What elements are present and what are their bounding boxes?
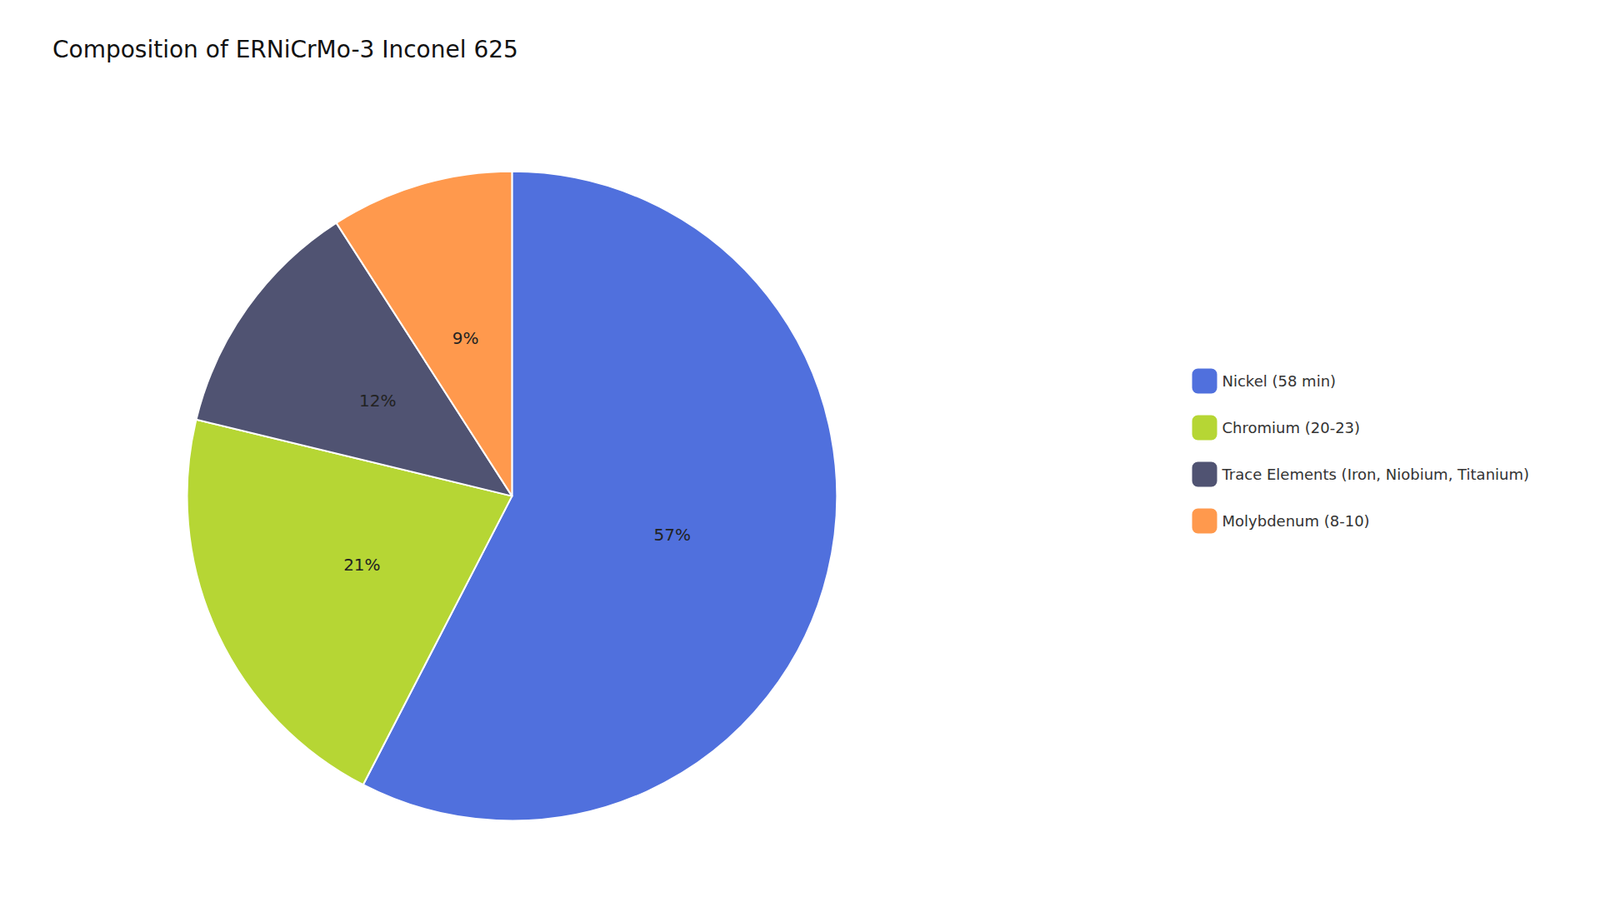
- svg-text:Nickel (58 min): Nickel (58 min): [1222, 372, 1337, 390]
- svg-text:Chromium (20-23): Chromium (20-23): [1222, 419, 1361, 437]
- svg-text:21%: 21%: [343, 555, 380, 575]
- svg-text:Molybdenum (8-10): Molybdenum (8-10): [1222, 512, 1370, 530]
- svg-text:Trace Elements (Iron, Niobium,: Trace Elements (Iron, Niobium, Titanium): [1221, 465, 1530, 484]
- svg-text:12%: 12%: [359, 390, 396, 411]
- svg-text:Composition of ERNiCrMo-3 Inco: Composition of ERNiCrMo-3 Inconel 625: [52, 35, 519, 64]
- svg-text:9%: 9%: [452, 328, 480, 349]
- svg-text:57%: 57%: [654, 525, 691, 545]
